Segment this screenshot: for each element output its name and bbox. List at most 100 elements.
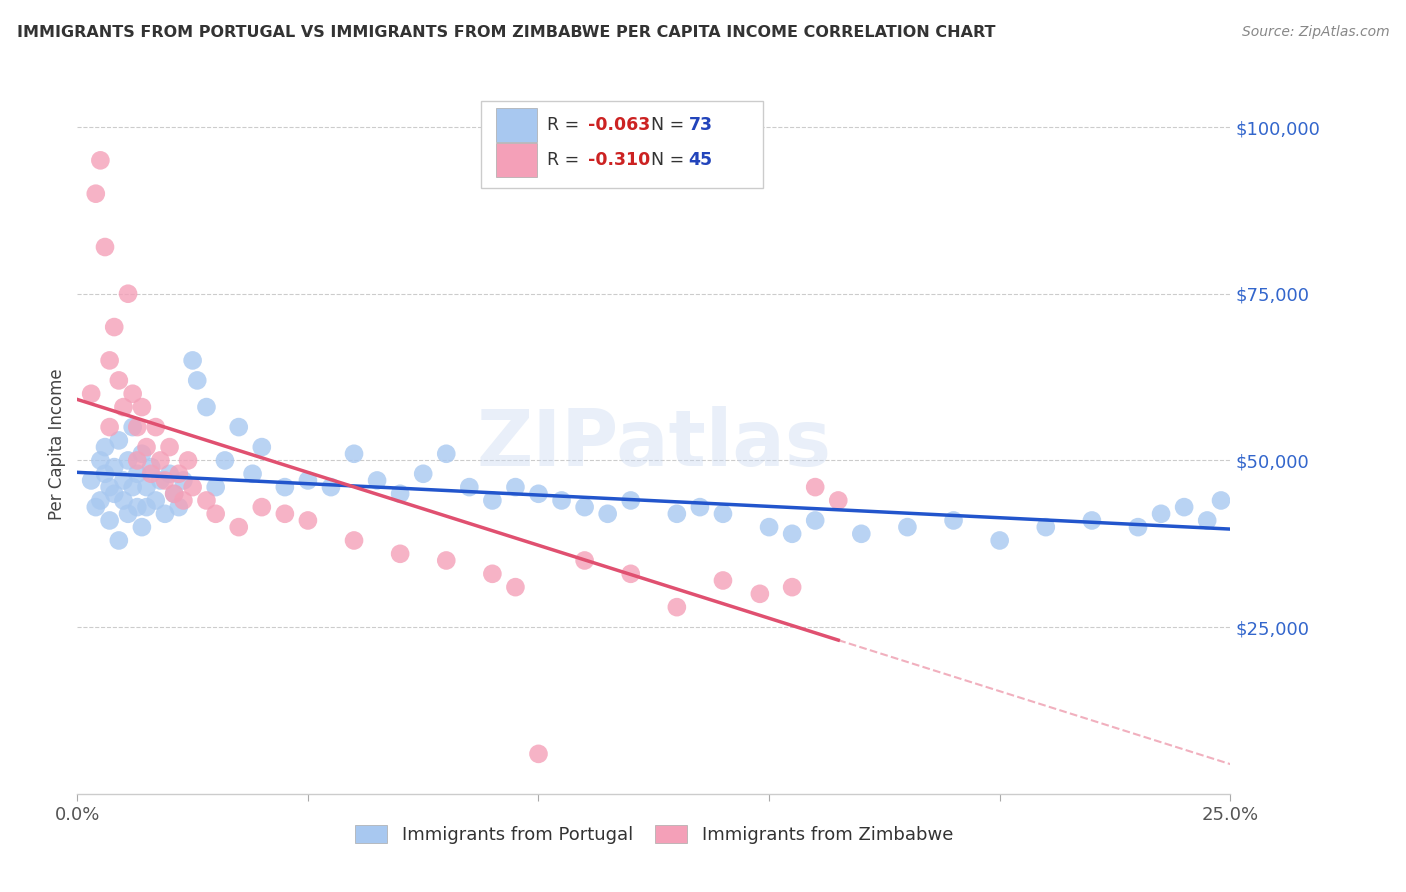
Point [139, 467, 162, 481]
Point [896, 520, 918, 534]
Text: IMMIGRANTS FROM PORTUGAL VS IMMIGRANTS FROM ZIMBABWE PER CAPITA INCOME CORRELATI: IMMIGRANTS FROM PORTUGAL VS IMMIGRANTS F… [17, 25, 995, 40]
Point [135, 480, 157, 494]
Y-axis label: Per Capita Income: Per Capita Income [48, 368, 66, 519]
Point [620, 566, 643, 581]
Point [108, 373, 131, 387]
Point [204, 480, 226, 494]
Point [851, 526, 873, 541]
Point [505, 580, 527, 594]
Point [98, 420, 121, 434]
Point [121, 420, 143, 434]
Point [228, 420, 250, 434]
Point [112, 493, 135, 508]
Point [780, 580, 803, 594]
Point [94, 440, 117, 454]
Point [103, 487, 125, 501]
Point [1126, 520, 1149, 534]
Point [804, 513, 827, 527]
Point [84, 500, 107, 515]
Point [1035, 520, 1057, 534]
FancyBboxPatch shape [481, 101, 763, 188]
Point [121, 386, 143, 401]
Text: N =: N = [651, 116, 690, 134]
Point [527, 487, 550, 501]
Point [117, 507, 139, 521]
Point [145, 493, 167, 508]
Point [214, 453, 236, 467]
Point [80, 474, 103, 488]
Text: -0.310: -0.310 [588, 151, 651, 169]
Legend: Immigrants from Portugal, Immigrants from Zimbabwe: Immigrants from Portugal, Immigrants fro… [347, 818, 960, 851]
Point [748, 587, 770, 601]
Point [159, 467, 181, 481]
Point [780, 526, 803, 541]
Point [153, 474, 176, 488]
Point [297, 513, 319, 527]
Point [177, 453, 200, 467]
Point [665, 600, 688, 615]
Point [527, 747, 550, 761]
Point [112, 474, 135, 488]
FancyBboxPatch shape [496, 108, 537, 143]
Point [121, 480, 143, 494]
Point [366, 474, 388, 488]
Text: Source: ZipAtlas.com: Source: ZipAtlas.com [1241, 25, 1389, 39]
Point [108, 533, 131, 548]
Point [481, 566, 503, 581]
Point [94, 467, 117, 481]
FancyBboxPatch shape [496, 143, 537, 178]
Point [181, 353, 204, 368]
Point [195, 493, 218, 508]
Point [112, 400, 135, 414]
Point [689, 500, 711, 515]
Point [131, 520, 153, 534]
Point [988, 533, 1011, 548]
Point [163, 487, 186, 501]
Point [1209, 493, 1232, 508]
Text: 45: 45 [689, 151, 713, 169]
Point [1197, 513, 1219, 527]
Point [135, 500, 157, 515]
Point [458, 480, 481, 494]
Point [389, 487, 412, 501]
Point [711, 507, 734, 521]
Point [98, 353, 121, 368]
Point [131, 447, 153, 461]
Point [89, 453, 111, 467]
Text: R =: R = [547, 151, 585, 169]
Point [434, 447, 457, 461]
Point [195, 400, 218, 414]
Point [343, 533, 366, 548]
Point [665, 507, 688, 521]
Point [186, 373, 208, 387]
Point [153, 507, 176, 521]
Point [827, 493, 849, 508]
Point [139, 460, 162, 475]
Text: R =: R = [547, 116, 585, 134]
Point [250, 500, 273, 515]
Point [127, 453, 149, 467]
Point [103, 460, 125, 475]
Point [574, 500, 596, 515]
Point [250, 440, 273, 454]
Point [181, 480, 204, 494]
Point [98, 480, 121, 494]
Point [343, 447, 366, 461]
Point [89, 493, 111, 508]
Point [804, 480, 827, 494]
Point [434, 553, 457, 567]
Point [297, 474, 319, 488]
Point [274, 507, 297, 521]
Point [1081, 513, 1104, 527]
Point [620, 493, 643, 508]
Point [172, 493, 194, 508]
Point [117, 453, 139, 467]
Point [117, 286, 139, 301]
Point [242, 467, 264, 481]
Point [389, 547, 412, 561]
Point [319, 480, 342, 494]
Point [412, 467, 434, 481]
Point [131, 400, 153, 414]
Point [758, 520, 780, 534]
Point [127, 467, 149, 481]
